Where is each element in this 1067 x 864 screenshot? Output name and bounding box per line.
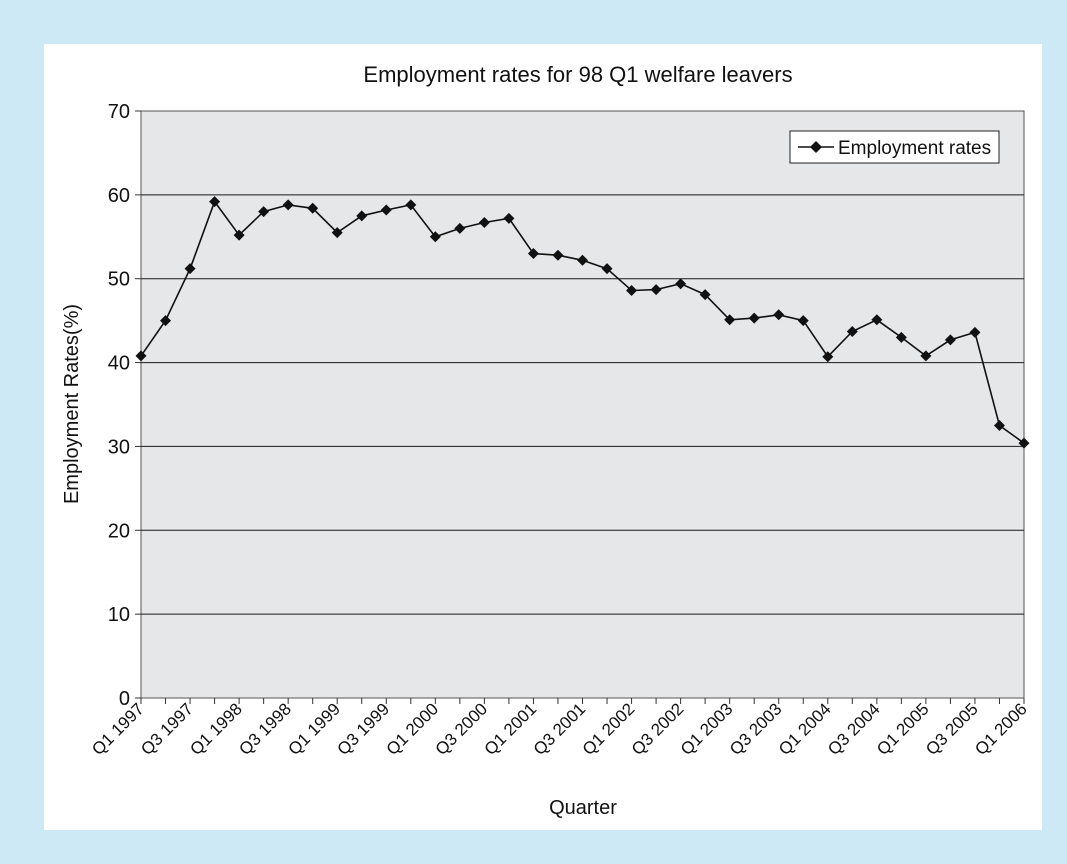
data-point-marker	[577, 254, 588, 266]
gridlines	[141, 194, 1024, 615]
data-point-marker	[380, 204, 392, 216]
data-point-marker	[160, 315, 172, 327]
x-tick-label: Q3 2000	[432, 699, 492, 759]
data-point-marker	[135, 350, 147, 362]
data-point-marker	[699, 289, 711, 301]
x-tick-label: Q1 2001	[481, 699, 541, 759]
y-tick-label: 50	[108, 269, 130, 291]
x-tick-label: Q1 1999	[284, 699, 344, 759]
data-point-marker	[429, 231, 441, 243]
legend: Employment rates	[789, 130, 1000, 164]
data-point-marker	[822, 351, 834, 363]
y-tick-label: 0	[119, 688, 130, 710]
data-point-marker	[552, 249, 564, 261]
data-point-marker	[331, 227, 343, 239]
x-tick-label: Q1 2000	[383, 699, 443, 759]
data-point-marker	[797, 315, 809, 327]
x-tick-label: Q3 1999	[334, 699, 394, 759]
data-point-marker	[282, 199, 294, 211]
y-tick-label: 20	[108, 520, 130, 542]
plot-area	[140, 110, 1025, 699]
y-tick-label: 10	[108, 604, 130, 626]
y-axis: 0 10 20 30 40 50 60 70	[108, 101, 141, 710]
data-point-marker	[650, 284, 662, 296]
chart-title: Employment rates for 98 Q1 welfare leave…	[363, 62, 792, 87]
data-point-marker	[969, 326, 981, 338]
y-tick-label: 60	[108, 185, 130, 207]
data-point-marker	[356, 210, 368, 222]
x-tick-label: Q1 2005	[873, 699, 933, 759]
data-point-marker	[773, 309, 785, 321]
x-tick-label: Q3 2001	[530, 699, 590, 759]
x-tick-label: Q3 2004	[824, 699, 884, 759]
chart: Employment rates for 98 Q1 welfare leave…	[61, 62, 1031, 819]
data-point-marker	[233, 229, 245, 241]
data-point-marker	[724, 314, 736, 326]
data-point-marker	[503, 212, 515, 224]
x-tick-label: Q3 2003	[726, 699, 786, 759]
x-tick-label: Q3 1998	[235, 699, 295, 759]
legend-label: Employment rates	[838, 138, 991, 159]
data-point-marker	[405, 199, 417, 211]
data-point-marker	[527, 248, 539, 260]
y-axis-label: Employment Rates(%)	[61, 304, 83, 504]
data-point-marker	[920, 350, 932, 362]
data-point-marker	[626, 284, 638, 296]
data-point-marker	[184, 263, 196, 275]
legend-diamond-marker	[810, 141, 822, 153]
x-tick-label: Q1 1998	[186, 699, 246, 759]
x-tick-label: Q3 1997	[137, 699, 197, 759]
series-group	[135, 196, 1030, 449]
x-tick-label: Q3 2002	[628, 699, 688, 759]
chart-panel: Employment rates for 98 Q1 welfare leave…	[44, 44, 1042, 830]
data-point-marker	[846, 326, 858, 338]
data-point-marker	[993, 419, 1005, 431]
y-tick-label: 30	[108, 436, 130, 458]
x-tick-label: Q1 2003	[677, 699, 737, 759]
data-point-marker	[454, 222, 466, 234]
data-point-marker	[601, 263, 613, 275]
data-point-marker	[1018, 437, 1030, 449]
data-point-marker	[307, 202, 319, 214]
x-tick-label: Q3 2005	[922, 699, 982, 759]
data-point-marker	[895, 331, 907, 343]
x-axis-label: Quarter	[549, 797, 617, 819]
x-tick-label: Q1 2002	[579, 699, 639, 759]
data-point-marker	[944, 334, 956, 346]
data-point-marker	[478, 217, 490, 229]
x-tick-label: Q1 2004	[775, 699, 835, 759]
data-point-marker	[675, 278, 687, 290]
y-tick-label: 40	[108, 353, 130, 375]
x-tick-label: Q1 2006	[971, 699, 1031, 759]
data-point-marker	[258, 206, 270, 218]
data-point-marker	[209, 196, 221, 208]
y-tick-label: 70	[108, 101, 130, 123]
data-point-marker	[871, 314, 883, 326]
data-point-marker	[748, 312, 760, 324]
